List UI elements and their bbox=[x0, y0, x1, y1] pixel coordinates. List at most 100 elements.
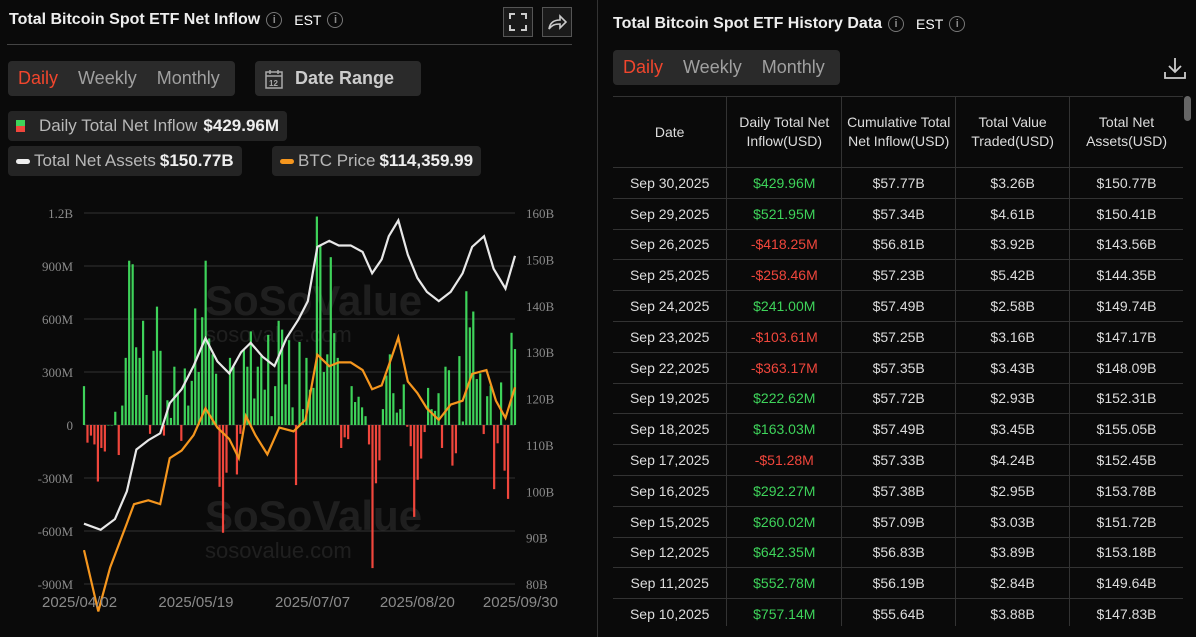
date-cell: Sep 30,2025 bbox=[613, 167, 728, 199]
inflow-cell: -$103.61M bbox=[726, 320, 843, 353]
date-cell: Sep 23,2025 bbox=[613, 320, 728, 353]
inflow-bar bbox=[211, 354, 214, 425]
traded-cell: $3.89B bbox=[955, 536, 1071, 569]
assets-cell: $152.45B bbox=[1069, 444, 1183, 476]
cumulative-cell: $56.81B bbox=[841, 228, 957, 261]
table-row[interactable]: Sep 18,2025 $163.03M $57.49B $3.45B $155.05B bbox=[613, 413, 1183, 446]
inflow-bar bbox=[214, 373, 218, 425]
date-cell: Sep 29,2025 bbox=[613, 197, 728, 230]
period-tabs: Daily Weekly Monthly bbox=[8, 61, 235, 96]
tab-weekly[interactable]: Weekly bbox=[78, 68, 137, 88]
traded-cell: $4.24B bbox=[955, 444, 1071, 476]
date-cell: Sep 17,2025 bbox=[613, 444, 728, 476]
inflow-bar bbox=[169, 417, 172, 425]
inflow-bar bbox=[416, 425, 419, 480]
y-right-tick-label: 110B bbox=[526, 438, 554, 453]
date-cell: Sep 24,2025 bbox=[613, 290, 728, 322]
inflow-bar bbox=[274, 386, 277, 425]
fullscreen-button[interactable] bbox=[503, 7, 533, 37]
legend-inflow[interactable]: Daily Total Net Inflow $429.96M bbox=[8, 111, 288, 141]
inflow-bar bbox=[468, 327, 471, 425]
download-button[interactable] bbox=[1163, 56, 1187, 85]
inflow-cell: $757.14M bbox=[726, 598, 843, 626]
inflow-bar bbox=[89, 425, 93, 436]
date-range-button[interactable]: 12 Date Range bbox=[255, 61, 421, 96]
date-cell: Sep 19,2025 bbox=[613, 382, 728, 415]
inflow-bar bbox=[225, 425, 228, 473]
table-row[interactable]: Sep 25,2025 -$258.46M $57.23B $5.42B $144.35… bbox=[613, 259, 1183, 292]
y-right-tick-label: 80B bbox=[526, 577, 548, 592]
inflow-bar bbox=[360, 407, 364, 425]
info-icon[interactable]: i bbox=[888, 16, 905, 32]
cumulative-cell: $57.33B bbox=[841, 444, 957, 476]
timezone-label: EST bbox=[294, 12, 322, 28]
inflow-bar bbox=[141, 320, 145, 425]
inflow-bar bbox=[392, 393, 395, 425]
tab-weekly[interactable]: Weekly bbox=[683, 57, 742, 77]
table-row[interactable]: Sep 12,2025 $642.35M $56.83B $3.89B $153.18B bbox=[613, 536, 1183, 569]
legend-btc[interactable]: BTC Price $114,359.99 bbox=[272, 146, 482, 176]
inflow-bar bbox=[221, 425, 225, 533]
inflow-bar bbox=[357, 396, 360, 425]
inflow-bar bbox=[201, 317, 204, 425]
inflow-chart[interactable]: SoSoValue sosovalue.com SoSoValue sosova… bbox=[0, 190, 590, 620]
tab-daily[interactable]: Daily bbox=[623, 57, 664, 77]
table-row[interactable]: Sep 11,2025 $552.78M $56.19B $2.84B $149.64B bbox=[613, 567, 1183, 600]
fullscreen-icon bbox=[509, 13, 527, 31]
inflow-bar bbox=[454, 425, 458, 454]
inflow-bar bbox=[402, 384, 405, 425]
legend-assets-value: $150.77B bbox=[159, 151, 234, 170]
column-header: Daily Total Net Inflow(USD) bbox=[726, 96, 843, 168]
date-cell: Sep 22,2025 bbox=[613, 351, 728, 384]
inflow-bar bbox=[465, 291, 468, 425]
inflow-bar bbox=[128, 260, 131, 425]
inflow-bar bbox=[364, 416, 367, 425]
inflow-bar bbox=[131, 264, 134, 425]
timezone-info-icon[interactable]: i bbox=[949, 16, 966, 32]
inflow-bar bbox=[287, 340, 291, 425]
info-icon[interactable]: i bbox=[266, 12, 283, 28]
inflow-bar bbox=[124, 357, 127, 425]
inflow-bar bbox=[472, 311, 475, 425]
table-row[interactable]: Sep 19,2025 $222.62M $57.72B $2.93B $152.31B bbox=[613, 382, 1183, 415]
table-row[interactable]: Sep 22,2025 -$363.17M $57.35B $3.43B $148.09… bbox=[613, 351, 1183, 384]
table-row[interactable]: Sep 30,2025 $429.96M $57.77B $3.26B $150.77B bbox=[613, 167, 1183, 199]
share-button[interactable] bbox=[542, 7, 572, 37]
inflow-bar bbox=[482, 425, 485, 435]
tab-monthly[interactable]: Monthly bbox=[156, 68, 220, 88]
legend-inflow-label: Daily Total Net Inflow bbox=[39, 116, 198, 135]
table-row[interactable]: Sep 26,2025 -$418.25M $56.81B $3.92B $143.56… bbox=[613, 228, 1183, 261]
inflow-bar bbox=[218, 425, 221, 487]
inflow-bar bbox=[399, 409, 402, 425]
inflow-bar bbox=[486, 396, 489, 425]
table-scrollbar[interactable] bbox=[1184, 96, 1191, 121]
y-right-tick-label: 140B bbox=[526, 299, 555, 314]
tab-monthly[interactable]: Monthly bbox=[761, 57, 825, 77]
inflow-bar bbox=[461, 421, 464, 425]
table-row[interactable]: Sep 23,2025 -$103.61M $57.25B $3.16B $147.17… bbox=[613, 320, 1183, 353]
column-header: Cumulative Total Net Inflow(USD) bbox=[841, 96, 957, 168]
watermark-url-bottom: sosovalue.com bbox=[205, 538, 352, 563]
inflow-cell: $429.96M bbox=[726, 167, 843, 199]
table-row[interactable]: Sep 15,2025 $260.02M $57.09B $3.03B $151.72B bbox=[613, 505, 1183, 538]
timezone-info-icon[interactable]: i bbox=[327, 12, 344, 28]
cumulative-cell: $56.19B bbox=[841, 567, 957, 600]
inflow-bar bbox=[194, 308, 197, 425]
svg-text:12: 12 bbox=[269, 79, 278, 88]
tab-daily[interactable]: Daily bbox=[18, 68, 59, 88]
inflow-bar bbox=[110, 425, 113, 426]
y-right-tick-label: 120B bbox=[526, 392, 555, 407]
inflow-bar bbox=[86, 425, 89, 443]
table-row[interactable]: Sep 16,2025 $292.27M $57.38B $2.95B $153.78B bbox=[613, 474, 1183, 507]
inflow-bar bbox=[343, 425, 346, 438]
cumulative-cell: $57.09B bbox=[841, 505, 957, 538]
table-row[interactable]: Sep 29,2025 $521.95M $57.34B $4.61B $150.41B bbox=[613, 197, 1183, 230]
total-net-assets-line bbox=[83, 217, 517, 531]
traded-cell: $5.42B bbox=[955, 259, 1071, 292]
table-row[interactable]: Sep 24,2025 $241.00M $57.49B $2.58B $149.74B bbox=[613, 290, 1183, 322]
table-row[interactable]: Sep 10,2025 $757.14M $55.64B $3.88B $147.83B bbox=[613, 598, 1183, 626]
legend-assets[interactable]: Total Net Assets $150.77B bbox=[8, 146, 242, 176]
inflow-bar bbox=[409, 425, 412, 447]
table-row[interactable]: Sep 17,2025 -$51.28M $57.33B $4.24B $152.45B bbox=[613, 444, 1183, 476]
inflow-bar bbox=[117, 425, 120, 456]
